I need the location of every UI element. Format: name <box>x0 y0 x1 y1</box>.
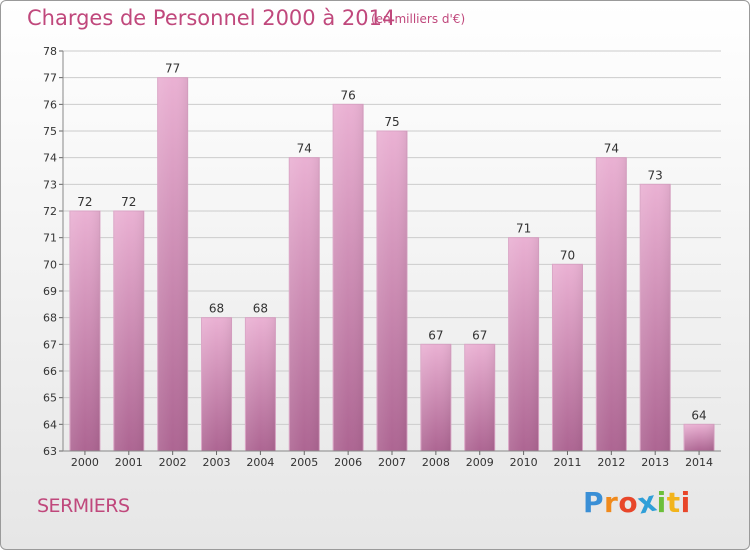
x-tick-label: 2011 <box>553 456 581 469</box>
data-label: 70 <box>560 248 575 262</box>
y-tick-label: 64 <box>43 418 57 431</box>
y-tick-label: 69 <box>43 285 57 298</box>
data-label: 72 <box>77 195 92 209</box>
x-tick-label: 2006 <box>334 456 362 469</box>
bar-shine <box>464 344 495 451</box>
place-name: SERMIERS <box>37 495 130 517</box>
y-tick-label: 76 <box>43 98 57 111</box>
logo-letter: o <box>618 486 639 519</box>
data-label: 71 <box>516 222 531 236</box>
chart-subtitle: (en milliers d'€) <box>371 12 466 26</box>
bar-shine <box>684 424 715 451</box>
y-tick-label: 75 <box>43 125 57 138</box>
y-tick-label: 66 <box>43 365 57 378</box>
logo-letter: t <box>666 486 681 519</box>
data-label: 68 <box>253 302 268 316</box>
y-tick-label: 63 <box>43 445 57 458</box>
y-tick-label: 70 <box>43 258 57 271</box>
y-tick-label: 71 <box>43 232 57 245</box>
x-tick-label: 2009 <box>466 456 494 469</box>
data-label: 77 <box>165 62 180 76</box>
y-tick-label: 78 <box>43 45 57 58</box>
bar-shine <box>333 104 364 451</box>
x-tick-label: 2003 <box>203 456 231 469</box>
data-label: 72 <box>121 195 136 209</box>
data-label: 75 <box>384 115 399 129</box>
bar-shine <box>289 157 320 451</box>
x-tick-label: 2002 <box>159 456 187 469</box>
y-tick-label: 65 <box>43 392 57 405</box>
logo-letter: P <box>583 486 605 519</box>
bar-shine <box>201 317 232 451</box>
y-tick-label: 74 <box>43 152 57 165</box>
y-tick-label: 73 <box>43 178 57 191</box>
bar-shine <box>157 77 188 452</box>
proxiti-logo[interactable]: Proxiti <box>583 484 691 520</box>
x-tick-label: 2000 <box>71 456 99 469</box>
y-tick-label: 77 <box>43 72 57 85</box>
data-label: 64 <box>691 408 706 422</box>
data-label: 67 <box>428 328 443 342</box>
x-tick-label: 2004 <box>246 456 274 469</box>
x-tick-label: 2005 <box>290 456 318 469</box>
bar-shine <box>552 264 583 451</box>
y-tick-label: 67 <box>43 338 57 351</box>
bar-shine <box>596 157 627 451</box>
logo-letter: i <box>680 486 691 519</box>
data-label: 73 <box>648 168 663 182</box>
bar-shine <box>69 211 100 451</box>
x-tick-label: 2012 <box>597 456 625 469</box>
logo-letter: i <box>656 486 667 519</box>
data-label: 76 <box>340 88 355 102</box>
bar-shine <box>508 237 539 451</box>
x-tick-label: 2010 <box>510 456 538 469</box>
bar-shine <box>113 211 144 451</box>
bar-shine <box>420 344 451 451</box>
bar-shine <box>377 131 407 451</box>
x-tick-label: 2007 <box>378 456 406 469</box>
data-label: 74 <box>604 142 619 156</box>
bar-shine <box>640 184 671 452</box>
x-tick-label: 2008 <box>422 456 450 469</box>
data-label: 67 <box>472 328 487 342</box>
chart-title: Charges de Personnel 2000 à 2014 <box>27 6 396 30</box>
logo-letter: r <box>604 486 619 519</box>
x-tick-label: 2001 <box>115 456 143 469</box>
bar-shine <box>245 317 276 451</box>
y-tick-label: 68 <box>43 312 57 325</box>
y-tick-label: 72 <box>43 205 57 218</box>
data-label: 74 <box>297 142 312 156</box>
x-tick-label: 2014 <box>685 456 713 469</box>
x-tick-label: 2013 <box>641 456 669 469</box>
data-label: 68 <box>209 302 224 316</box>
